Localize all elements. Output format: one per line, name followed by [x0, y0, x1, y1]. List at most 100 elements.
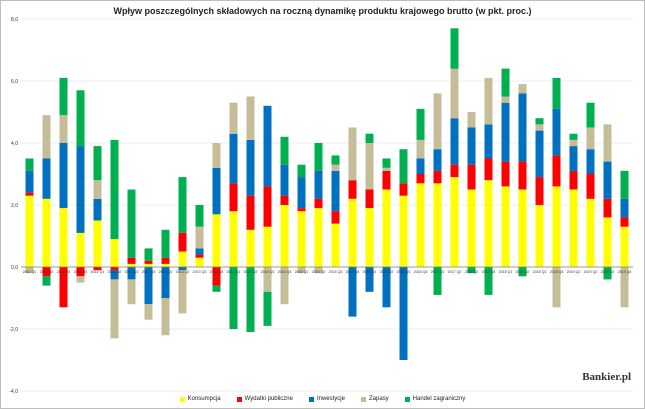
- bar-segment: [42, 276, 51, 286]
- bar-segment: [382, 158, 391, 168]
- bar-segment: [450, 28, 459, 69]
- bar-segment: [178, 232, 187, 252]
- bar-segment: [144, 267, 153, 305]
- bar-segment: [212, 167, 221, 215]
- x-tick-label: 2016 Q3: [397, 270, 411, 274]
- bar-segment: [212, 285, 221, 292]
- x-tick-label: 2018 Q2: [516, 270, 530, 274]
- bar-segment: [263, 186, 272, 227]
- bar-segment: [93, 180, 102, 199]
- x-tick-label: 2015 Q4: [346, 270, 360, 274]
- bar-segment: [263, 105, 272, 187]
- bar-segment: [365, 208, 374, 267]
- x-tick-label: 2012 Q2: [108, 270, 122, 274]
- bar-segment: [127, 267, 136, 280]
- bar-segment: [467, 189, 476, 267]
- bar-segment: [416, 108, 425, 140]
- bar-segment: [382, 267, 391, 308]
- bar-segment: [450, 68, 459, 119]
- bar-segment: [535, 118, 544, 125]
- bar-segment: [382, 167, 391, 171]
- legend-item: Zapasy: [360, 396, 389, 402]
- legend-swatch: [308, 396, 314, 402]
- bar-segment: [569, 139, 578, 147]
- x-tick-label: 2011 Q2: [40, 270, 54, 274]
- y-tick-label: 8,0: [11, 17, 18, 23]
- y-tick-label: 6,0: [11, 79, 18, 85]
- bar-segment: [76, 146, 85, 233]
- bar-segment: [42, 267, 51, 277]
- bar-segment: [603, 161, 612, 199]
- bar-segment: [416, 139, 425, 159]
- bar-segment: [603, 217, 612, 267]
- bar-segment: [450, 164, 459, 178]
- bar-segment: [297, 211, 306, 267]
- bar-segment: [110, 279, 119, 339]
- bar-segment: [484, 267, 493, 295]
- x-tick-label: 2013 Q2: [176, 270, 190, 274]
- bar-segment: [620, 198, 629, 218]
- legend-item: Handel zagraniczny: [404, 396, 465, 402]
- bar-segment: [178, 251, 187, 267]
- legend-label: Konsumpcja: [187, 396, 221, 402]
- bar-segment: [433, 149, 442, 171]
- bar-segment: [110, 239, 119, 267]
- bar-segment: [586, 149, 595, 174]
- bar-segment: [535, 124, 544, 131]
- x-tick-label: 2018 Q3: [533, 270, 547, 274]
- brand-logo: Bankier.pl: [582, 371, 631, 383]
- x-tick-label: 2013 Q3: [193, 270, 207, 274]
- bar-segment: [25, 192, 34, 196]
- x-tick-label: 2013 Q4: [210, 270, 224, 274]
- bar-segment: [161, 267, 170, 298]
- bar-segment: [144, 260, 153, 264]
- bar-segment: [25, 195, 34, 267]
- bar-segment: [195, 205, 204, 227]
- bar-segment: [76, 90, 85, 147]
- bar-segment: [246, 229, 255, 267]
- x-tick-label: 2019 Q1: [567, 270, 581, 274]
- bar-segment: [246, 267, 255, 333]
- x-tick-label: 2016 Q2: [380, 270, 394, 274]
- bar-segment: [620, 170, 629, 199]
- bar-segment: [229, 267, 238, 329]
- bar-segment: [518, 267, 527, 277]
- y-tick-label: 2,0: [11, 203, 18, 209]
- bar-segment: [365, 143, 374, 190]
- bar-segment: [331, 223, 340, 267]
- bar-segment: [552, 108, 561, 156]
- bar-segment: [433, 170, 442, 184]
- bar-segment: [42, 198, 51, 267]
- bar-segment: [161, 263, 170, 267]
- legend-item: Konsumpcja: [179, 396, 221, 402]
- x-tick-label: 2017 Q2: [448, 270, 462, 274]
- bar-segment: [178, 267, 187, 271]
- bar-segment: [280, 205, 289, 267]
- bar-segment: [144, 304, 153, 320]
- bar-segment: [195, 254, 204, 258]
- x-tick-label: 2018 Q1: [499, 270, 513, 274]
- legend-item: Inwestycje: [308, 396, 345, 402]
- bar-segment: [297, 164, 306, 178]
- bar-segment: [467, 112, 476, 128]
- bar-segment: [93, 146, 102, 181]
- x-tick-label: 2015 Q2: [312, 270, 326, 274]
- bar-segment: [93, 220, 102, 267]
- x-tick-label: 2014 Q2: [244, 270, 258, 274]
- bar-segment: [586, 174, 595, 199]
- bar-segment: [127, 189, 136, 258]
- bar-segment: [348, 127, 357, 181]
- bar-segment: [331, 164, 340, 171]
- bar-segment: [365, 133, 374, 143]
- bar-segment: [569, 170, 578, 190]
- bar-segment: [110, 270, 119, 280]
- bar-segment: [195, 248, 204, 255]
- legend-label: Wydatki publiczne: [244, 396, 293, 402]
- bar-segment: [161, 298, 170, 336]
- bar-segment: [501, 161, 510, 187]
- bar-segment: [620, 226, 629, 267]
- bar-segment: [416, 158, 425, 174]
- bar-segment: [433, 267, 442, 295]
